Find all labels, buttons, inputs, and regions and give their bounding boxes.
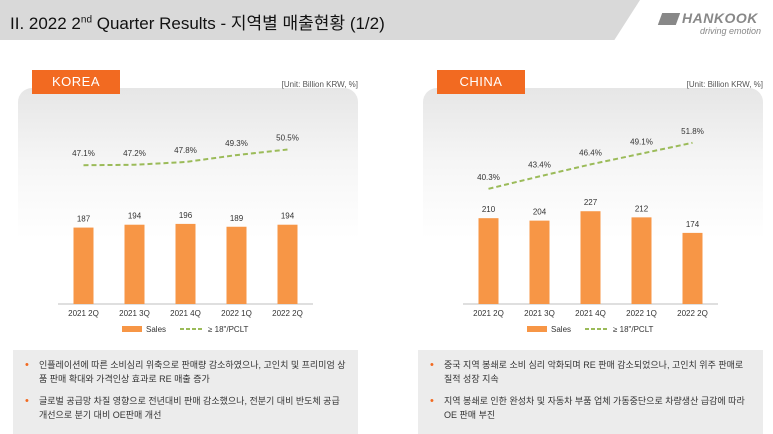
bar-value-label: 196: [179, 211, 193, 220]
sales-bar: [175, 223, 196, 304]
sales-bar: [277, 224, 298, 304]
header-bar: [0, 0, 640, 40]
bar-value-label: 212: [635, 204, 649, 213]
china-panel: CHINA [Unit: Billion KRW, %] 210 2021 2Q 2…: [423, 70, 763, 340]
sales-bar: [478, 218, 499, 304]
hankook-logo: HANKOOK driving emotion: [657, 10, 770, 40]
pclt-line: [83, 148, 288, 167]
line-value-label: 40.3%: [477, 173, 500, 182]
bar-value-label: 227: [584, 198, 598, 207]
unit-label: [Unit: Billion KRW, %]: [281, 80, 358, 89]
logo-mark-icon: [657, 13, 681, 25]
page-title: II. 2022 2nd Quarter Results - 지역별 매출현황 …: [10, 14, 385, 33]
sales-bar: [631, 217, 652, 304]
x-tick-label: 2021 2Q: [68, 309, 99, 318]
line-value-label: 47.2%: [123, 149, 146, 158]
tab-korea: KOREA: [32, 70, 120, 94]
x-tick-label: 2021 3Q: [524, 309, 555, 318]
sales-bar: [580, 211, 601, 304]
bar-value-label: 174: [686, 220, 700, 229]
sales-bar: [73, 227, 94, 304]
line-value-label: 49.1%: [630, 138, 653, 147]
bar-value-label: 204: [533, 208, 547, 217]
line-value-label: 47.1%: [72, 149, 95, 158]
pclt-line: [488, 141, 693, 190]
sales-bar: [529, 220, 550, 304]
line-value-label: 46.4%: [579, 148, 602, 157]
korea-commentary: 인플레이션에 따른 소비심리 위축으로 판매량 감소하였으나, 고인치 및 프리…: [13, 350, 358, 434]
line-value-label: 51.8%: [681, 127, 704, 136]
legend-sales-swatch: [122, 326, 142, 332]
line-value-label: 50.5%: [276, 134, 299, 143]
legend-sales-label: Sales: [551, 325, 571, 334]
x-tick-label: 2022 1Q: [221, 309, 252, 318]
unit-label: [Unit: Billion KRW, %]: [686, 80, 763, 89]
bullet-item: 지역 봉쇄로 인한 완성차 및 자동차 부품 업체 가동중단으로 차량생산 급감…: [430, 394, 753, 422]
sales-bar: [226, 226, 247, 304]
line-value-label: 47.8%: [174, 146, 197, 155]
bar-value-label: 187: [77, 215, 91, 224]
bullet-item: 글로벌 공급망 차질 영향으로 전년대비 판매 감소했으나, 전분기 대비 반도…: [25, 394, 348, 422]
legend-pclt-label: ≥ 18"/PCLT: [613, 325, 654, 334]
legend-sales-swatch: [527, 326, 547, 332]
bar-value-label: 210: [482, 205, 496, 214]
bar-value-label: 189: [230, 214, 244, 223]
korea-chart: 187 2021 2Q 194 2021 3Q 196 2021 4Q 189 2022 1Q…: [58, 134, 313, 334]
china-chart: 210 2021 2Q 204 2021 3Q 227 2021 4Q 212 2022 1Q…: [463, 127, 718, 334]
bar-value-label: 194: [281, 212, 295, 221]
sales-bar: [124, 224, 145, 304]
line-value-label: 43.4%: [528, 160, 551, 169]
legend-pclt-label: ≥ 18"/PCLT: [208, 325, 249, 334]
china-commentary: 중국 지역 봉쇄로 소비 심리 악화되며 RE 판매 감소되었으나, 고인치 위…: [418, 350, 763, 434]
x-tick-label: 2021 4Q: [575, 309, 606, 318]
sales-bar: [682, 232, 703, 304]
x-tick-label: 2022 2Q: [272, 309, 303, 318]
bullet-item: 인플레이션에 따른 소비심리 위축으로 판매량 감소하였으나, 고인치 및 프리…: [25, 358, 348, 386]
x-tick-label: 2022 2Q: [677, 309, 708, 318]
line-value-label: 49.3%: [225, 139, 248, 148]
x-tick-label: 2022 1Q: [626, 309, 657, 318]
x-tick-label: 2021 3Q: [119, 309, 150, 318]
x-tick-label: 2021 4Q: [170, 309, 201, 318]
tab-china: CHINA: [437, 70, 525, 94]
korea-panel: KOREA [Unit: Billion KRW, %] 187 2021 2Q 1…: [18, 70, 358, 340]
legend-sales-label: Sales: [146, 325, 166, 334]
bullet-item: 중국 지역 봉쇄로 소비 심리 악화되며 RE 판매 감소되었으나, 고인치 위…: [430, 358, 753, 386]
x-tick-label: 2021 2Q: [473, 309, 504, 318]
bar-value-label: 194: [128, 212, 142, 221]
